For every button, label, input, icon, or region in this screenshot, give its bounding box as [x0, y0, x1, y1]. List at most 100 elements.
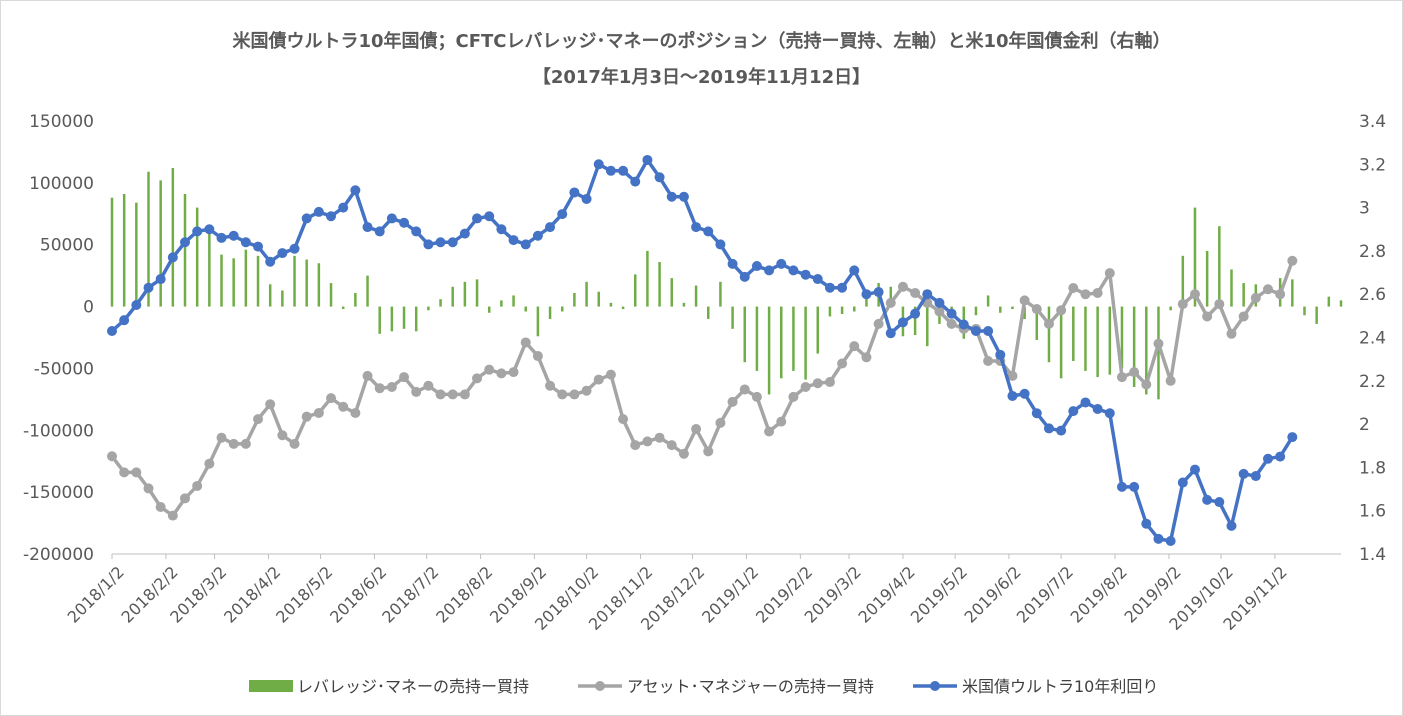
y-right-tick-label: 3.4 [1359, 112, 1386, 132]
bar-leveraged-money [122, 193, 126, 307]
point-ultra-10y-yield [289, 243, 300, 254]
bar-leveraged-money [658, 262, 661, 307]
x-tick-label: 2019/1/2 [698, 562, 762, 626]
point-asset-manager [1116, 372, 1127, 383]
bar-leveraged-money [828, 306, 832, 317]
bar-leveraged-money [378, 306, 381, 334]
bar-leveraged-money [366, 275, 369, 307]
point-asset-manager [751, 391, 762, 402]
bar-leveraged-money [1072, 306, 1075, 362]
point-asset-manager [983, 356, 994, 367]
bar-leveraged-money [427, 306, 430, 311]
bar-leveraged-money [706, 306, 710, 319]
point-ultra-10y-yield [1153, 533, 1164, 544]
bar-leveraged-money [1157, 306, 1160, 400]
point-asset-manager [678, 448, 689, 459]
point-ultra-10y-yield [326, 211, 337, 222]
y-left-tick-label: 0 [83, 298, 94, 318]
point-ultra-10y-yield [885, 328, 896, 339]
point-ultra-10y-yield [1092, 403, 1103, 414]
bar-leveraged-money [1047, 306, 1051, 363]
point-ultra-10y-yield [739, 271, 750, 282]
point-asset-manager [593, 374, 604, 385]
bar-leveraged-money [1218, 226, 1221, 307]
bar-leveraged-money [354, 292, 357, 307]
point-asset-manager [946, 318, 957, 329]
bar-leveraged-money [317, 263, 321, 307]
point-asset-manager [520, 337, 531, 348]
point-ultra-10y-yield [1007, 390, 1018, 401]
point-asset-manager [326, 393, 337, 404]
point-ultra-10y-yield [532, 230, 543, 241]
point-asset-manager [666, 440, 677, 451]
bar-leveraged-money [1303, 306, 1306, 316]
point-ultra-10y-yield [691, 222, 702, 233]
point-ultra-10y-yield [751, 261, 762, 272]
bar-leveraged-money [682, 302, 686, 307]
point-ultra-10y-yield [435, 237, 446, 248]
point-ultra-10y-yield [910, 308, 921, 319]
point-ultra-10y-yield [922, 289, 933, 300]
point-ultra-10y-yield [593, 159, 604, 170]
bar-leveraged-money [195, 207, 199, 307]
point-ultra-10y-yield [618, 165, 629, 176]
point-asset-manager [472, 373, 483, 384]
point-asset-manager [824, 377, 835, 388]
point-asset-manager [812, 378, 823, 389]
bar-leveraged-money [755, 306, 759, 371]
bar-leveraged-money [999, 306, 1002, 313]
point-ultra-10y-yield [155, 274, 166, 285]
point-ultra-10y-yield [1226, 520, 1237, 531]
bar-leveraged-money [913, 306, 917, 336]
bar-leveraged-money [208, 231, 211, 307]
point-asset-manager [1104, 268, 1115, 279]
y-right-tick-label: 1.4 [1359, 545, 1386, 565]
bar-leveraged-money [1108, 306, 1112, 375]
point-ultra-10y-yield [143, 282, 154, 293]
point-ultra-10y-yield [253, 241, 264, 252]
bar-leveraged-money [694, 285, 698, 307]
bar-leveraged-money [1181, 255, 1185, 307]
point-ultra-10y-yield [520, 239, 531, 250]
point-asset-manager [362, 370, 373, 381]
point-ultra-10y-yield [1068, 406, 1079, 417]
x-tick-label: 2018/5/2 [272, 562, 336, 626]
bar-leveraged-money [487, 306, 491, 313]
bar-leveraged-money [1205, 250, 1209, 307]
bar-leveraged-money [1145, 306, 1148, 395]
point-ultra-10y-yield [1043, 423, 1054, 434]
point-asset-manager [569, 389, 580, 400]
point-ultra-10y-yield [873, 287, 884, 298]
point-asset-manager [411, 386, 422, 397]
point-ultra-10y-yield [423, 239, 434, 250]
point-asset-manager [277, 430, 288, 441]
point-asset-manager [910, 287, 921, 298]
y-left-tick-label: -150000 [23, 483, 94, 503]
bar-leveraged-money [451, 286, 454, 307]
point-ultra-10y-yield [362, 222, 373, 233]
bar-leveraged-money [268, 284, 272, 307]
point-ultra-10y-yield [557, 209, 568, 220]
point-asset-manager [618, 414, 629, 425]
point-asset-manager [1275, 289, 1286, 300]
point-asset-manager [1250, 292, 1261, 303]
bar-leveraged-money [159, 180, 162, 307]
x-tick-label: 2018/7/2 [378, 562, 442, 626]
point-ultra-10y-yield [180, 237, 191, 248]
bar-leveraged-money [804, 306, 807, 380]
point-ultra-10y-yield [411, 226, 422, 237]
bar-leveraged-money [305, 259, 308, 307]
bar-leveraged-money [670, 278, 673, 307]
point-asset-manager [1262, 284, 1273, 295]
point-ultra-10y-yield [1056, 425, 1067, 436]
point-ultra-10y-yield [764, 265, 775, 276]
point-asset-manager [1214, 299, 1225, 310]
point-asset-manager [897, 281, 908, 292]
point-ultra-10y-yield [727, 258, 738, 269]
bar-leveraged-money [974, 306, 978, 316]
y-right-tick-label: 1.8 [1359, 458, 1386, 478]
point-ultra-10y-yield [1080, 397, 1091, 408]
point-asset-manager [131, 467, 142, 478]
point-ultra-10y-yield [545, 222, 556, 233]
